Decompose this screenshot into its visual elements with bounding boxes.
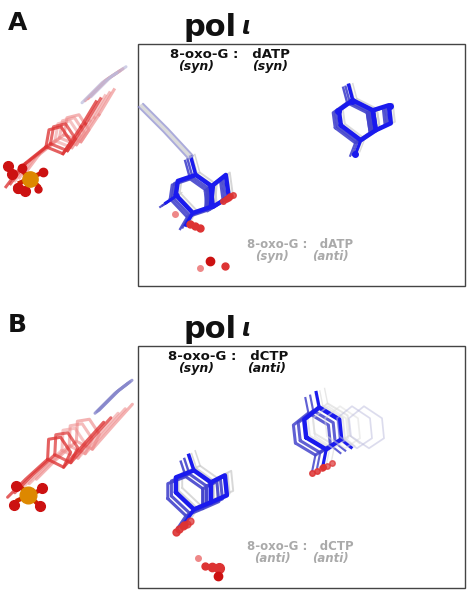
Bar bbox=[138, 44, 465, 286]
Text: (anti): (anti) bbox=[312, 250, 348, 263]
Text: (anti): (anti) bbox=[247, 362, 286, 375]
Text: 8-oxo-G :   dATP: 8-oxo-G : dATP bbox=[247, 238, 353, 251]
Bar bbox=[138, 346, 465, 588]
Text: 8-oxo-G :   dCTP: 8-oxo-G : dCTP bbox=[246, 540, 353, 553]
Text: (syn): (syn) bbox=[178, 362, 214, 375]
Text: ι: ι bbox=[242, 317, 251, 341]
Text: (syn): (syn) bbox=[178, 60, 214, 72]
Text: (syn): (syn) bbox=[255, 250, 289, 263]
Text: ι: ι bbox=[242, 15, 251, 39]
Text: (anti): (anti) bbox=[254, 552, 290, 565]
Text: 8-oxo-G :   dCTP: 8-oxo-G : dCTP bbox=[168, 350, 288, 363]
Text: A: A bbox=[8, 11, 27, 35]
Text: pol: pol bbox=[184, 13, 237, 42]
Text: (anti): (anti) bbox=[312, 552, 348, 565]
Text: 8-oxo-G :   dATP: 8-oxo-G : dATP bbox=[170, 48, 290, 60]
Text: (syn): (syn) bbox=[252, 60, 288, 72]
Text: pol: pol bbox=[184, 315, 237, 344]
Text: B: B bbox=[8, 313, 27, 337]
